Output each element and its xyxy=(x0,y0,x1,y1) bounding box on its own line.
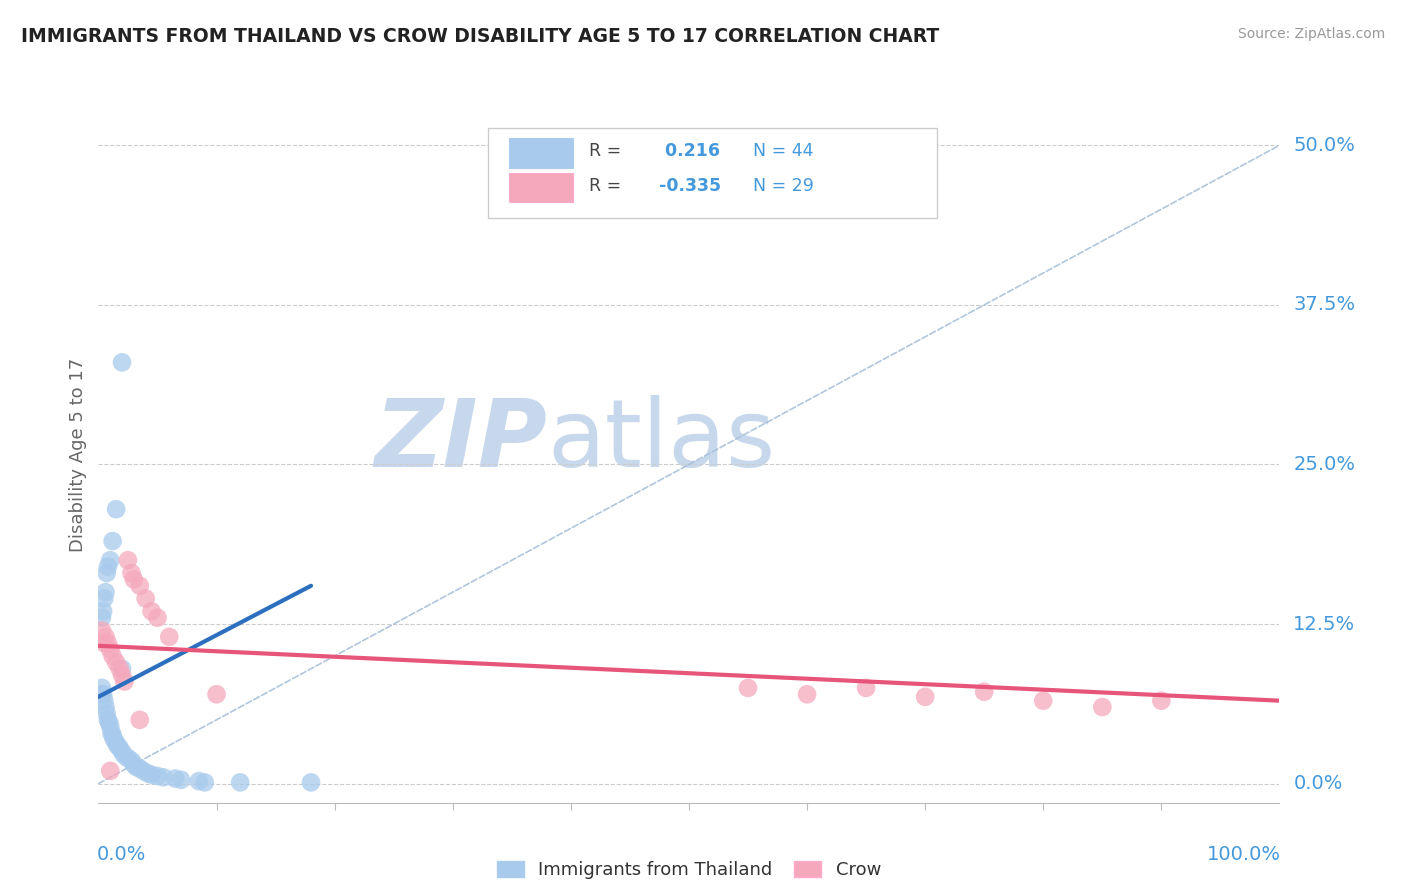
Point xyxy=(98,553,121,567)
Point xyxy=(121,754,143,768)
Point xyxy=(94,585,117,599)
Point xyxy=(796,687,818,701)
Point xyxy=(299,775,322,789)
Point xyxy=(91,604,114,618)
Point xyxy=(194,775,217,789)
Point xyxy=(1091,700,1114,714)
FancyBboxPatch shape xyxy=(509,173,574,202)
Point xyxy=(112,748,135,763)
Point xyxy=(125,760,148,774)
Point xyxy=(128,761,150,775)
Point xyxy=(135,591,157,606)
Point xyxy=(103,731,125,746)
Text: ZIP: ZIP xyxy=(374,395,547,487)
Point xyxy=(96,706,118,721)
Point xyxy=(112,674,135,689)
Point xyxy=(91,687,114,701)
Point xyxy=(855,681,877,695)
Point xyxy=(98,719,121,733)
Point xyxy=(117,553,139,567)
Point xyxy=(101,534,124,549)
Point xyxy=(105,736,128,750)
FancyBboxPatch shape xyxy=(509,138,574,168)
Point xyxy=(97,559,120,574)
Text: 0.0%: 0.0% xyxy=(97,845,146,863)
Point xyxy=(136,766,159,780)
Point xyxy=(121,566,143,580)
Text: Source: ZipAtlas.com: Source: ZipAtlas.com xyxy=(1237,27,1385,41)
Text: 0.216: 0.216 xyxy=(659,142,720,160)
Text: 25.0%: 25.0% xyxy=(1294,455,1355,474)
Text: 37.5%: 37.5% xyxy=(1294,295,1355,314)
Point xyxy=(98,764,121,778)
Text: 0.0%: 0.0% xyxy=(1294,774,1343,793)
Point xyxy=(973,684,995,698)
Point xyxy=(1032,694,1054,708)
Point xyxy=(141,768,163,782)
Text: 12.5%: 12.5% xyxy=(1294,615,1355,633)
Point xyxy=(91,681,114,695)
Point xyxy=(98,715,121,730)
Point xyxy=(146,610,169,624)
Point xyxy=(1150,694,1173,708)
Point xyxy=(117,751,139,765)
Text: atlas: atlas xyxy=(547,395,776,487)
Text: N = 44: N = 44 xyxy=(742,142,814,160)
Point xyxy=(101,648,124,663)
Point xyxy=(96,566,118,580)
Point xyxy=(157,630,180,644)
Point xyxy=(229,775,252,789)
Text: R =: R = xyxy=(589,142,626,160)
Point xyxy=(914,690,936,704)
Point xyxy=(111,668,134,682)
Point xyxy=(91,624,114,638)
Point xyxy=(737,681,759,695)
Legend: Immigrants from Thailand, Crow: Immigrants from Thailand, Crow xyxy=(491,855,887,884)
Point xyxy=(91,610,114,624)
Point xyxy=(146,769,169,783)
Point xyxy=(165,772,187,786)
Point xyxy=(101,728,124,742)
Point xyxy=(105,656,128,670)
Point xyxy=(97,636,120,650)
Point xyxy=(94,700,117,714)
Point xyxy=(94,630,117,644)
Point xyxy=(205,687,228,701)
Text: R =: R = xyxy=(589,177,626,194)
Point xyxy=(105,739,128,753)
Point xyxy=(122,757,145,772)
Point xyxy=(105,502,128,516)
Point xyxy=(93,591,115,606)
Point xyxy=(91,687,114,701)
Point xyxy=(93,636,115,650)
Point xyxy=(108,740,131,755)
Point xyxy=(128,713,150,727)
Point xyxy=(152,770,174,784)
Y-axis label: Disability Age 5 to 17: Disability Age 5 to 17 xyxy=(69,358,87,552)
Point xyxy=(128,579,150,593)
Point xyxy=(111,662,134,676)
Point xyxy=(122,573,145,587)
Point xyxy=(132,764,155,778)
Point xyxy=(187,774,209,789)
Text: 100.0%: 100.0% xyxy=(1206,845,1281,863)
Point xyxy=(98,642,121,657)
Point xyxy=(97,713,120,727)
Point xyxy=(93,694,115,708)
Text: 50.0%: 50.0% xyxy=(1294,136,1355,155)
Text: -0.335: -0.335 xyxy=(659,177,721,194)
Text: IMMIGRANTS FROM THAILAND VS CROW DISABILITY AGE 5 TO 17 CORRELATION CHART: IMMIGRANTS FROM THAILAND VS CROW DISABIL… xyxy=(21,27,939,45)
Point xyxy=(111,355,134,369)
FancyBboxPatch shape xyxy=(488,128,936,219)
Point xyxy=(141,604,163,618)
Point xyxy=(111,745,134,759)
Point xyxy=(100,725,122,739)
Point xyxy=(170,772,193,787)
Point xyxy=(108,662,131,676)
Text: N = 29: N = 29 xyxy=(742,177,814,194)
